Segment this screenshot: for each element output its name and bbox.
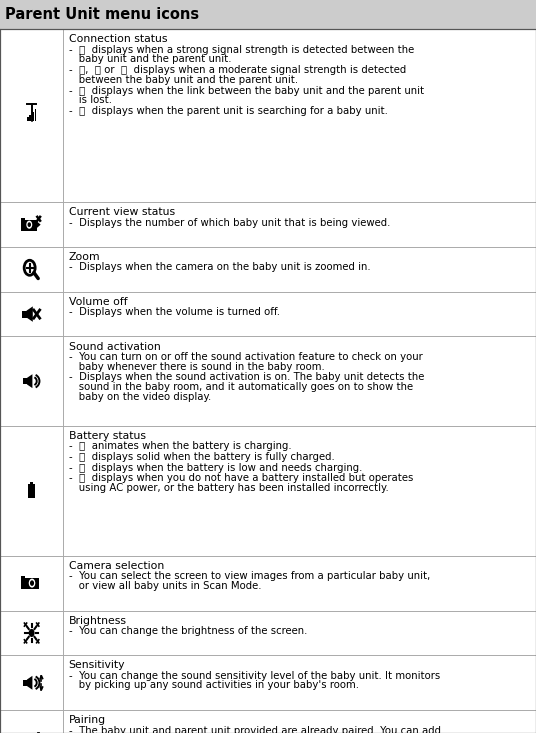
Bar [21, 578, 40, 589]
Text: Brightness: Brightness [69, 616, 126, 626]
Text: -  Displays when the sound activation is on. The baby unit detects the: - Displays when the sound activation is … [69, 372, 424, 382]
Text: -  Displays the number of which baby unit that is being viewed.: - Displays the number of which baby unit… [69, 218, 390, 228]
Circle shape [26, 221, 32, 229]
Circle shape [30, 581, 34, 586]
Text: -  Displays when the camera on the baby unit is zoomed in.: - Displays when the camera on the baby u… [69, 262, 370, 273]
Polygon shape [27, 676, 32, 690]
Text: Parent Unit menu icons: Parent Unit menu icons [5, 7, 199, 22]
Bar [27, 117, 29, 121]
Text: is lost.: is lost. [69, 95, 111, 106]
Bar [34, 109, 36, 121]
Text: -  ⓘ,  ⓘ or  ⓘ  displays when a moderate signal strength is detected: - ⓘ, ⓘ or ⓘ displays when a moderate sig… [69, 65, 406, 75]
Text: Sensitivity: Sensitivity [69, 660, 125, 671]
Text: -  You can change the brightness of the screen.: - You can change the brightness of the s… [69, 626, 307, 636]
Bar [23, 679, 27, 686]
Text: sound in the baby room, and it automatically goes on to show the: sound in the baby room, and it automatic… [69, 382, 413, 392]
Text: -  ⓘ  displays when a strong signal strength is detected between the: - ⓘ displays when a strong signal streng… [69, 45, 414, 55]
Text: -  ⓘ  displays when the battery is low and needs charging.: - ⓘ displays when the battery is low and… [69, 463, 362, 473]
Circle shape [29, 578, 35, 588]
Text: between the baby unit and the parent unit.: between the baby unit and the parent uni… [69, 75, 297, 85]
Text: using AC power, or the battery has been installed incorrectly.: using AC power, or the battery has been … [69, 483, 389, 493]
Bar [29, 115, 31, 121]
Text: Connection status: Connection status [69, 34, 167, 45]
Circle shape [27, 222, 31, 227]
Text: -  You can turn on or off the sound activation feature to check on your: - You can turn on or off the sound activ… [69, 352, 422, 362]
Text: Volume off: Volume off [69, 297, 127, 307]
Text: baby on the video display.: baby on the video display. [69, 391, 211, 402]
Bar [32, 112, 34, 121]
Bar [0, 0, 536, 29]
Text: -  You can change the sound sensitivity level of the baby unit. It monitors: - You can change the sound sensitivity l… [69, 671, 440, 681]
Text: -  ⓘ  displays when you do not have a battery installed but operates: - ⓘ displays when you do not have a batt… [69, 474, 413, 483]
Text: Pairing: Pairing [69, 715, 106, 726]
Text: Zoom: Zoom [69, 252, 100, 262]
FancyBboxPatch shape [21, 220, 37, 231]
Text: Sound activation: Sound activation [69, 342, 160, 352]
Text: baby whenever there is sound in the baby room.: baby whenever there is sound in the baby… [69, 361, 324, 372]
Text: -  Displays when the volume is turned off.: - Displays when the volume is turned off… [69, 307, 280, 317]
Text: baby unit and the parent unit.: baby unit and the parent unit. [69, 54, 231, 65]
Polygon shape [35, 220, 41, 229]
Polygon shape [27, 374, 32, 388]
Bar [31, 482, 33, 484]
Polygon shape [26, 306, 33, 322]
Text: -  ⓘ  displays when the link between the baby unit and the parent unit: - ⓘ displays when the link between the b… [69, 86, 424, 95]
Text: -  ⓘ  animates when the battery is charging.: - ⓘ animates when the battery is chargin… [69, 441, 291, 452]
Bar [21, 218, 25, 221]
Text: -  ⓘ  displays when the parent unit is searching for a baby unit.: - ⓘ displays when the parent unit is sea… [69, 106, 388, 116]
Text: -  ⓘ  displays solid when the battery is fully charged.: - ⓘ displays solid when the battery is f… [69, 452, 334, 462]
Text: Current view status: Current view status [69, 207, 175, 218]
Circle shape [28, 629, 35, 637]
Text: or view all baby units in Scan Mode.: or view all baby units in Scan Mode. [69, 581, 261, 591]
Bar [22, 311, 26, 317]
Text: -  You can select the screen to view images from a particular baby unit,: - You can select the screen to view imag… [69, 571, 430, 581]
Bar [21, 576, 25, 580]
Bar [23, 378, 27, 384]
Text: Camera selection: Camera selection [69, 561, 164, 571]
Text: Battery status: Battery status [69, 431, 146, 441]
Bar [28, 484, 35, 498]
Text: -  The baby unit and parent unit provided are already paired. You can add: - The baby unit and parent unit provided… [69, 726, 441, 733]
Text: by picking up any sound activities in your baby's room.: by picking up any sound activities in yo… [69, 680, 359, 690]
